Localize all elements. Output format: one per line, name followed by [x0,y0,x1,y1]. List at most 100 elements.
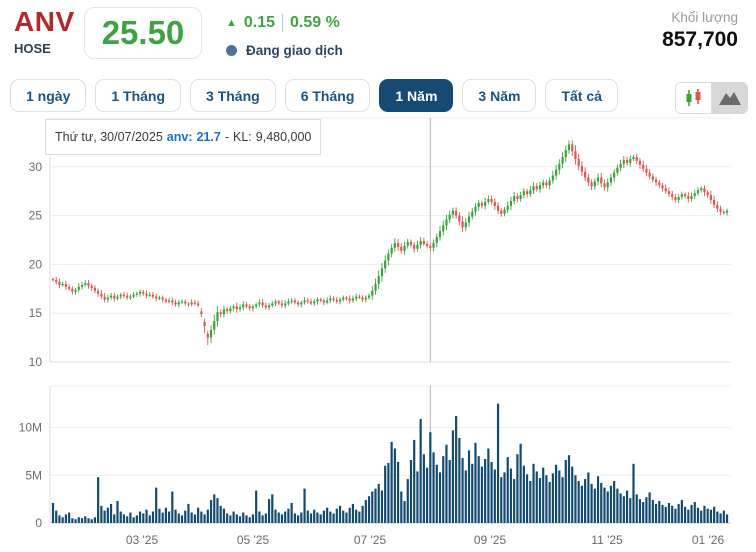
candle-body[interactable] [51,279,55,281]
candle-body[interactable] [600,177,603,184]
volume-bar[interactable] [571,466,574,523]
volume-bar[interactable] [725,514,729,523]
candle-body[interactable] [542,182,545,186]
candle-body[interactable] [680,194,683,198]
candle-body[interactable] [684,194,687,197]
volume-bar[interactable] [351,503,355,523]
volume-bar[interactable] [403,501,406,523]
tab-3-năm[interactable]: 3 Năm [462,79,537,112]
volume-bar[interactable] [474,442,477,523]
volume-bar[interactable] [197,507,200,523]
volume-bar[interactable] [248,517,251,523]
volume-bar[interactable] [238,516,242,523]
volume-bar[interactable] [313,509,316,523]
candle-body[interactable] [664,188,667,192]
candle-body[interactable] [700,188,703,191]
candle-body[interactable] [387,253,390,261]
candle-body[interactable] [222,309,226,315]
volume-bar[interactable] [635,494,638,523]
volume-bar[interactable] [151,511,155,523]
volume-bar[interactable] [174,509,177,523]
candle-body[interactable] [725,210,729,213]
candle-body[interactable] [625,159,629,163]
volume-bar[interactable] [245,515,248,523]
volume-bar[interactable] [484,459,487,523]
candle-body[interactable] [332,298,335,300]
volume-bar[interactable] [396,461,400,523]
volume-bar[interactable] [113,514,116,523]
candle-body[interactable] [264,305,267,308]
volume-bar[interactable] [84,516,87,523]
volume-bar[interactable] [293,513,296,523]
volume-bar[interactable] [168,511,171,523]
candle-body[interactable] [300,302,303,305]
candle-body[interactable] [206,333,209,338]
volume-bar[interactable] [706,508,709,523]
volume-bar[interactable] [487,448,490,523]
volume-bar[interactable] [138,511,142,523]
candle-body[interactable] [593,181,596,187]
volume-bar[interactable] [500,477,503,523]
candle-body[interactable] [484,201,487,206]
candle-body[interactable] [616,167,619,173]
candle-body[interactable] [171,300,174,303]
candle-body[interactable] [667,191,671,195]
volume-bar[interactable] [674,508,677,523]
volume-bar[interactable] [658,501,661,523]
volume-bar[interactable] [509,468,513,523]
candle-body[interactable] [590,182,593,187]
volume-bar[interactable] [190,512,193,523]
volume-bar[interactable] [371,491,374,523]
candle-body[interactable] [561,157,564,164]
volume-bar[interactable] [213,494,216,523]
volume-bar[interactable] [400,491,403,523]
volume-bar[interactable] [55,510,58,523]
volume-bar[interactable] [284,511,287,523]
candle-body[interactable] [532,186,535,191]
candle-body[interactable] [632,157,635,159]
volume-bar[interactable] [516,454,519,523]
candle-body[interactable] [567,144,571,151]
candle-body[interactable] [448,214,451,220]
candle-body[interactable] [226,309,229,312]
volume-bar[interactable] [355,509,358,523]
volume-bar[interactable] [342,510,345,523]
candle-body[interactable] [135,293,138,295]
volume-bar[interactable] [567,455,571,523]
candle-body[interactable] [513,196,516,201]
candle-body[interactable] [719,208,722,212]
volume-bar[interactable] [561,477,564,523]
volume-bar[interactable] [661,504,664,523]
candle-body[interactable] [209,329,213,338]
candle-body[interactable] [467,216,471,223]
volume-bar[interactable] [68,512,71,523]
candle-body[interactable] [555,169,558,176]
candle-body[interactable] [216,312,219,322]
volume-bar[interactable] [684,506,687,523]
volume-bar[interactable] [555,464,558,523]
candle-body[interactable] [367,295,371,298]
candle-body[interactable] [506,205,509,210]
candle-body[interactable] [284,303,287,306]
volume-bar[interactable] [513,479,516,523]
volume-bar[interactable] [90,519,93,523]
candle-body[interactable] [703,188,706,193]
volume-bar[interactable] [545,475,548,523]
candle-body[interactable] [180,301,184,303]
volume-bar[interactable] [216,498,219,523]
candle-body[interactable] [638,160,642,165]
volume-bar[interactable] [222,508,226,523]
candle-body[interactable] [461,221,464,228]
candle-body[interactable] [319,299,322,301]
candle-body[interactable] [274,301,277,304]
volume-bar[interactable] [603,487,606,523]
volume-bar[interactable] [613,480,616,523]
candle-body[interactable] [155,296,158,299]
volume-bar[interactable] [464,470,467,523]
volume-bar[interactable] [384,465,387,523]
volume-bar[interactable] [58,515,61,523]
candle-body[interactable] [338,299,342,302]
candle-body[interactable] [326,300,329,303]
volume-bar[interactable] [548,481,551,523]
volume-bar[interactable] [622,496,625,523]
